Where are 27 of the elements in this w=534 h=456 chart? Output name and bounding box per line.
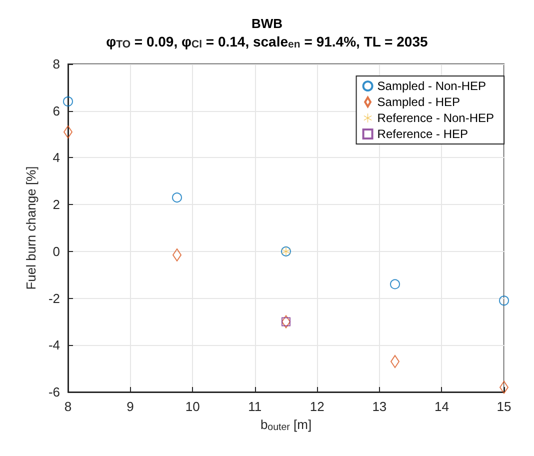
legend-label: Reference - Non-HEP — [377, 111, 494, 125]
x-tick-label: 8 — [64, 399, 72, 414]
y-tick-label: 6 — [52, 103, 60, 118]
point — [390, 279, 400, 290]
x-tick-label: 12 — [310, 399, 324, 414]
y-tick-label: 0 — [52, 244, 60, 259]
point — [172, 192, 182, 203]
legend-label: Reference - HEP — [377, 127, 468, 141]
y-tick-label: 8 — [52, 56, 60, 72]
x-tick-label: 10 — [185, 399, 200, 414]
y-tick-label: 2 — [52, 197, 60, 212]
x-tick-label: 11 — [248, 399, 262, 414]
y-tick-label: -6 — [48, 384, 60, 400]
point — [63, 96, 73, 106]
x-tick-label: 14 — [434, 399, 449, 414]
y-tick-label: -4 — [48, 338, 60, 353]
y-axis-title: Fuel burn change [%] — [24, 166, 39, 290]
point — [282, 317, 290, 326]
legend-label: Sampled - Non-HEP — [377, 79, 486, 93]
point — [499, 296, 509, 306]
x-tick-label: 13 — [372, 399, 387, 414]
legend-label: Sampled - HEP — [377, 95, 460, 109]
y-tick-label: 4 — [52, 150, 60, 166]
x-tick-label: 15 — [496, 399, 512, 414]
y-tick-label: -2 — [48, 290, 60, 306]
chart-title: BWB — [251, 16, 283, 31]
x-tick-label: 9 — [126, 399, 134, 414]
